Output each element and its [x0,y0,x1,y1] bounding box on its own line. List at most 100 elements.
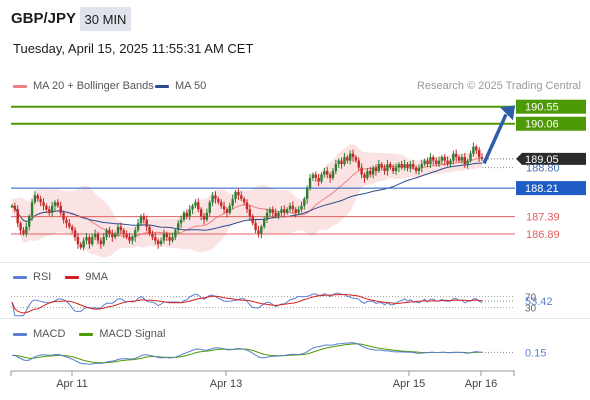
candle-body [420,164,424,168]
candle-body [460,157,464,161]
candle-body [254,223,257,231]
candle-body [331,171,335,178]
candle-body [240,195,243,199]
rsi-tick-label: 30 [525,304,537,315]
candle-body [13,205,17,210]
candle-body [437,160,441,165]
candle-body [457,157,461,161]
rsi-ma-swatch-icon [65,275,80,279]
candle-body [288,205,292,210]
resistance-level-label: 190.55 [525,102,559,114]
macd-line [11,342,483,365]
candle-body [122,230,125,234]
candle-body [434,160,438,165]
x-tick-label: Apr 13 [210,378,242,390]
candle-body [472,146,475,154]
x-tick-label: Apr 11 [56,378,88,390]
candle-body [426,160,429,165]
rsi-swatch-icon [13,275,27,279]
candle-body [125,233,128,238]
candle-body [285,209,289,213]
candle-body [156,240,160,245]
macd-swatch-icon [13,332,27,336]
candle-body [237,191,240,196]
candle-body [371,167,375,175]
candle-body [283,209,286,213]
candle-body [25,226,28,234]
candle-body [19,223,22,231]
candle-body [400,164,403,168]
candle-body [179,219,183,224]
candle-body [477,150,481,158]
candle-body [397,164,401,168]
candle-body [108,230,111,234]
candle-body [475,146,478,151]
candle-body [113,233,117,238]
candle-body [214,195,217,199]
candle-body [231,198,234,206]
candle-body [314,174,317,178]
timestamp: Tuesday, April 15, 2025 11:55:31 AM CET [13,41,254,56]
candle-body [469,153,472,161]
x-tick-label: Apr 15 [393,378,425,390]
candle-body [234,191,237,199]
candle-body [423,160,426,165]
candle-body [354,157,358,161]
candle-body [334,164,338,172]
candle-body [328,174,332,178]
candle-body [220,202,223,206]
candle-body [56,202,60,206]
candle-body [277,212,280,217]
ma20-swatch-icon [13,84,27,88]
candle-body [42,202,45,206]
candle-body [357,160,360,168]
candle-body [300,205,303,210]
candle-body [30,202,34,217]
candle-body [242,198,246,203]
panel-divider [0,262,590,263]
candle-body [360,167,363,175]
resistance-level-tag [516,99,586,114]
candle-body [185,212,189,217]
candle-body [73,230,77,238]
candle-body [291,205,295,210]
ma50-swatch-icon [155,84,169,88]
candle-body [65,219,68,224]
timeframe-button[interactable]: 30 MIN [80,7,131,31]
target-arrow-line [482,113,508,165]
candle-body [271,209,274,213]
candle-body [449,160,452,165]
pivot-level-label: 188.21 [525,183,559,195]
candle-body [142,216,146,220]
candle-body [251,216,254,224]
candle-body [159,240,163,245]
candle-body [16,209,19,224]
candle-body [297,209,300,213]
candle-body [446,160,449,165]
candle-body [188,209,191,217]
candle-body [403,164,406,168]
candle-body [76,237,80,245]
candle-body [91,237,94,245]
ma50-line [11,162,483,231]
x-tick-label: Apr 16 [465,378,497,390]
candle-body [257,230,260,234]
resistance-level-label: 190.06 [525,119,559,131]
candle-body [205,212,209,220]
candle-body [165,233,168,238]
candle-body [105,230,108,238]
candle-body [225,209,229,213]
legend-rsi-ma-label: 9MA [85,271,108,283]
candle-body [45,205,48,210]
candle-body [274,212,277,217]
candle-body [248,209,252,217]
macd-value-label: 0.15 [525,347,546,359]
candle-body [177,223,180,231]
candle-body [68,223,71,227]
rsi-line [11,292,483,317]
legend-ma50-label: MA 50 [175,80,207,92]
legend-ma50: MA 50 [155,80,206,92]
candle-body [412,164,415,168]
candle-body [36,195,39,199]
